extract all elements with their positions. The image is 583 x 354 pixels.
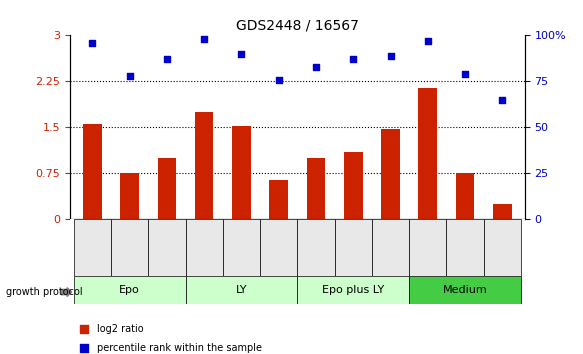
- Point: [237, 51, 246, 57]
- FancyBboxPatch shape: [297, 219, 335, 276]
- FancyBboxPatch shape: [111, 219, 148, 276]
- Text: growth protocol: growth protocol: [6, 287, 82, 297]
- Bar: [157, 158, 176, 219]
- Point: [311, 64, 321, 69]
- FancyBboxPatch shape: [372, 219, 409, 276]
- Text: LY: LY: [236, 285, 247, 295]
- Point: [199, 36, 209, 42]
- Text: log2 ratio: log2 ratio: [97, 324, 144, 333]
- Text: GSM144147: GSM144147: [162, 222, 172, 281]
- Text: GSM144144: GSM144144: [237, 222, 247, 281]
- FancyBboxPatch shape: [223, 219, 260, 276]
- Text: GSM144146: GSM144146: [273, 222, 284, 281]
- FancyBboxPatch shape: [185, 219, 223, 276]
- Text: GSM144142: GSM144142: [385, 222, 395, 281]
- Title: GDS2448 / 16567: GDS2448 / 16567: [236, 19, 359, 33]
- FancyBboxPatch shape: [335, 219, 372, 276]
- Text: percentile rank within the sample: percentile rank within the sample: [97, 343, 262, 353]
- Point: [423, 38, 433, 44]
- Text: Epo: Epo: [119, 285, 140, 295]
- Point: [349, 57, 358, 62]
- FancyBboxPatch shape: [73, 219, 111, 276]
- Text: GSM144145: GSM144145: [460, 222, 470, 281]
- FancyBboxPatch shape: [73, 276, 185, 304]
- Bar: [381, 129, 400, 219]
- Bar: [493, 204, 512, 219]
- Text: GSM144148: GSM144148: [497, 222, 507, 281]
- Point: [87, 40, 97, 46]
- Bar: [419, 87, 437, 219]
- Bar: [269, 179, 288, 219]
- Text: GSM144141: GSM144141: [348, 222, 358, 281]
- FancyBboxPatch shape: [409, 276, 521, 304]
- Bar: [307, 158, 325, 219]
- Point: [125, 73, 134, 79]
- FancyBboxPatch shape: [409, 219, 447, 276]
- FancyBboxPatch shape: [260, 219, 297, 276]
- FancyBboxPatch shape: [185, 276, 297, 304]
- FancyBboxPatch shape: [484, 219, 521, 276]
- Bar: [344, 152, 363, 219]
- Text: Medium: Medium: [442, 285, 487, 295]
- FancyBboxPatch shape: [297, 276, 409, 304]
- Text: GSM144137: GSM144137: [199, 222, 209, 281]
- Bar: [120, 173, 139, 219]
- Text: Epo plus LY: Epo plus LY: [322, 285, 384, 295]
- Point: [417, 98, 426, 104]
- Text: GSM144139: GSM144139: [311, 222, 321, 281]
- FancyBboxPatch shape: [148, 219, 185, 276]
- Bar: [195, 112, 213, 219]
- FancyBboxPatch shape: [447, 219, 484, 276]
- Text: GSM144143: GSM144143: [423, 222, 433, 281]
- Point: [274, 77, 283, 82]
- Bar: [83, 124, 101, 219]
- Point: [498, 97, 507, 103]
- Text: GSM144138: GSM144138: [87, 222, 97, 281]
- Point: [386, 53, 395, 58]
- Point: [461, 71, 470, 77]
- Point: [417, 272, 426, 278]
- Bar: [456, 173, 475, 219]
- Bar: [232, 126, 251, 219]
- Text: GSM144140: GSM144140: [125, 222, 135, 281]
- Point: [162, 57, 171, 62]
